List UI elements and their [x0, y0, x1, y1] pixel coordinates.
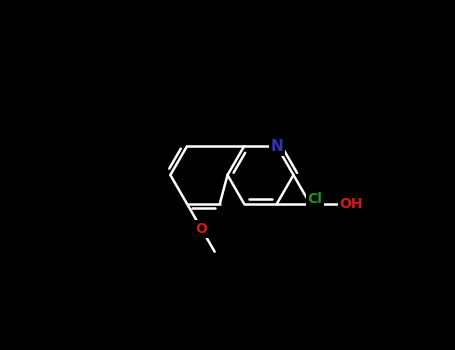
Text: O: O — [196, 222, 207, 236]
Text: Cl: Cl — [308, 192, 322, 206]
Text: OH: OH — [339, 197, 363, 211]
Text: N: N — [271, 139, 283, 154]
